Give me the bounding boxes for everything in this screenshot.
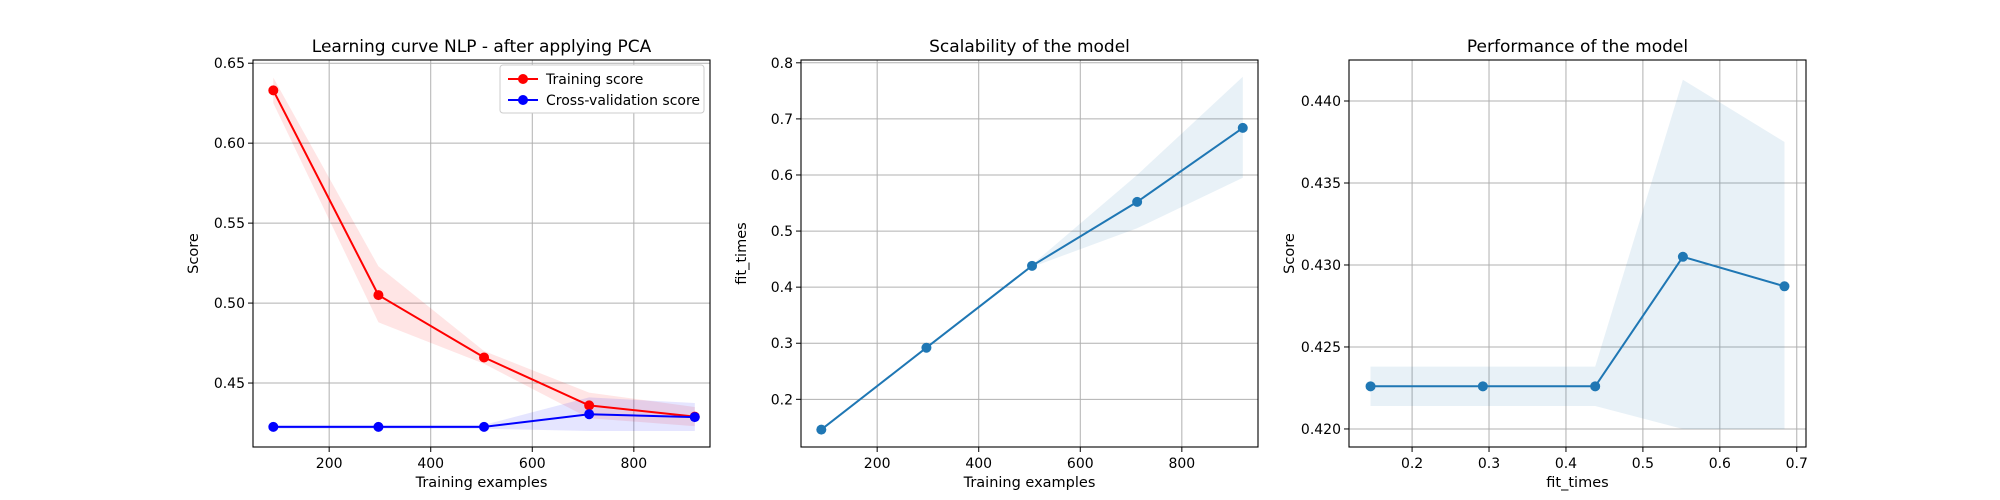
performance-panel: Performance of the model fit_times Score…	[1282, 37, 1808, 491]
series-1-point	[268, 421, 279, 432]
y-tick-label: 0.45	[214, 376, 245, 392]
series-0-point	[268, 85, 279, 96]
x-tick-label: 600	[1067, 456, 1094, 472]
x-tick-label: 600	[519, 456, 546, 472]
axes-frame	[1348, 59, 1807, 448]
x-tick-label: 400	[417, 456, 444, 472]
y-tick-label: 0.2	[771, 392, 793, 408]
y-tick-label: 0.430	[1301, 258, 1341, 274]
legend: Training score Cross-validation score	[499, 64, 705, 114]
series-0-band	[273, 77, 695, 427]
y-tick-label: 0.7	[771, 112, 793, 128]
y-tick-label: 0.4	[771, 280, 793, 296]
series-0-band	[821, 76, 1243, 431]
x-tick-label: 800	[1168, 456, 1195, 472]
y-tick-label: 0.55	[214, 216, 245, 232]
series-0-point	[921, 342, 932, 353]
x-tick-label: 0.4	[1555, 456, 1577, 472]
series-1-point	[373, 421, 384, 432]
x-axis-label: Training examples	[415, 475, 548, 491]
grid	[253, 60, 710, 447]
legend-label-cross-validation: Cross-validation score	[546, 93, 700, 109]
legend-box	[499, 64, 705, 114]
y-axis-label: Score	[186, 233, 202, 274]
series-0-point	[479, 352, 490, 363]
axes-frame	[252, 59, 711, 448]
series-0-line	[272, 89, 695, 418]
y-tick-label: 0.3	[771, 336, 793, 352]
grid	[1349, 60, 1806, 447]
y-tick-label: 0.8	[771, 56, 793, 72]
series-0-line	[820, 127, 1244, 431]
series-0-point	[1027, 260, 1038, 271]
x-tick-label: 200	[864, 456, 891, 472]
series-0-point	[1477, 381, 1488, 392]
x-tick-label: 0.2	[1401, 456, 1423, 472]
x-axis-label: Training examples	[963, 475, 1096, 491]
series-0-point	[1590, 381, 1601, 392]
y-tick-label: 0.435	[1301, 176, 1341, 192]
y-tick-label: 0.5	[771, 224, 793, 240]
series-0-point	[1365, 381, 1376, 392]
series-0-point	[1237, 122, 1248, 133]
series-0-point	[1132, 196, 1143, 207]
x-tick-label: 0.7	[1786, 456, 1808, 472]
series-1-point	[689, 412, 700, 423]
y-tick-label: 0.440	[1301, 94, 1341, 110]
legend-marker-cross-validation	[518, 95, 528, 105]
learning-curve-panel: Learning curve NLP - after applying PCA …	[186, 37, 711, 491]
y-tick-label: 0.420	[1301, 422, 1341, 438]
series-0-point	[816, 424, 827, 435]
y-tick-label: 0.65	[214, 56, 245, 72]
legend-label-training: Training score	[545, 72, 643, 88]
series-0-point	[1779, 281, 1790, 292]
x-tick-label: 0.3	[1478, 456, 1500, 472]
x-tick-label: 200	[316, 456, 343, 472]
y-tick-label: 0.6	[771, 168, 793, 184]
series-0-point	[584, 400, 595, 411]
x-tick-label: 0.5	[1632, 456, 1654, 472]
y-axis-label: fit_times	[734, 222, 750, 284]
grid	[801, 60, 1258, 447]
chart-title: Learning curve NLP - after applying PCA	[312, 37, 652, 57]
y-tick-label: 0.50	[214, 296, 245, 312]
legend-marker-training	[518, 74, 528, 84]
y-tick-label: 0.425	[1301, 340, 1341, 356]
scalability-panel: Scalability of the model Training exampl…	[734, 37, 1259, 491]
axes-frame	[800, 59, 1259, 448]
chart-title: Scalability of the model	[929, 37, 1130, 57]
series-0-point	[1677, 251, 1688, 262]
x-tick-label: 800	[620, 456, 647, 472]
y-tick-label: 0.60	[214, 136, 245, 152]
x-axis-label: fit_times	[1546, 475, 1608, 491]
chart-title: Performance of the model	[1467, 37, 1688, 57]
x-tick-label: 0.6	[1709, 456, 1731, 472]
series-1-point	[584, 409, 595, 420]
y-axis-label: Score	[1282, 233, 1298, 274]
series-0-band	[1370, 79, 1785, 429]
series-1-point	[479, 421, 490, 432]
x-tick-label: 400	[965, 456, 992, 472]
series-0-point	[373, 290, 384, 301]
